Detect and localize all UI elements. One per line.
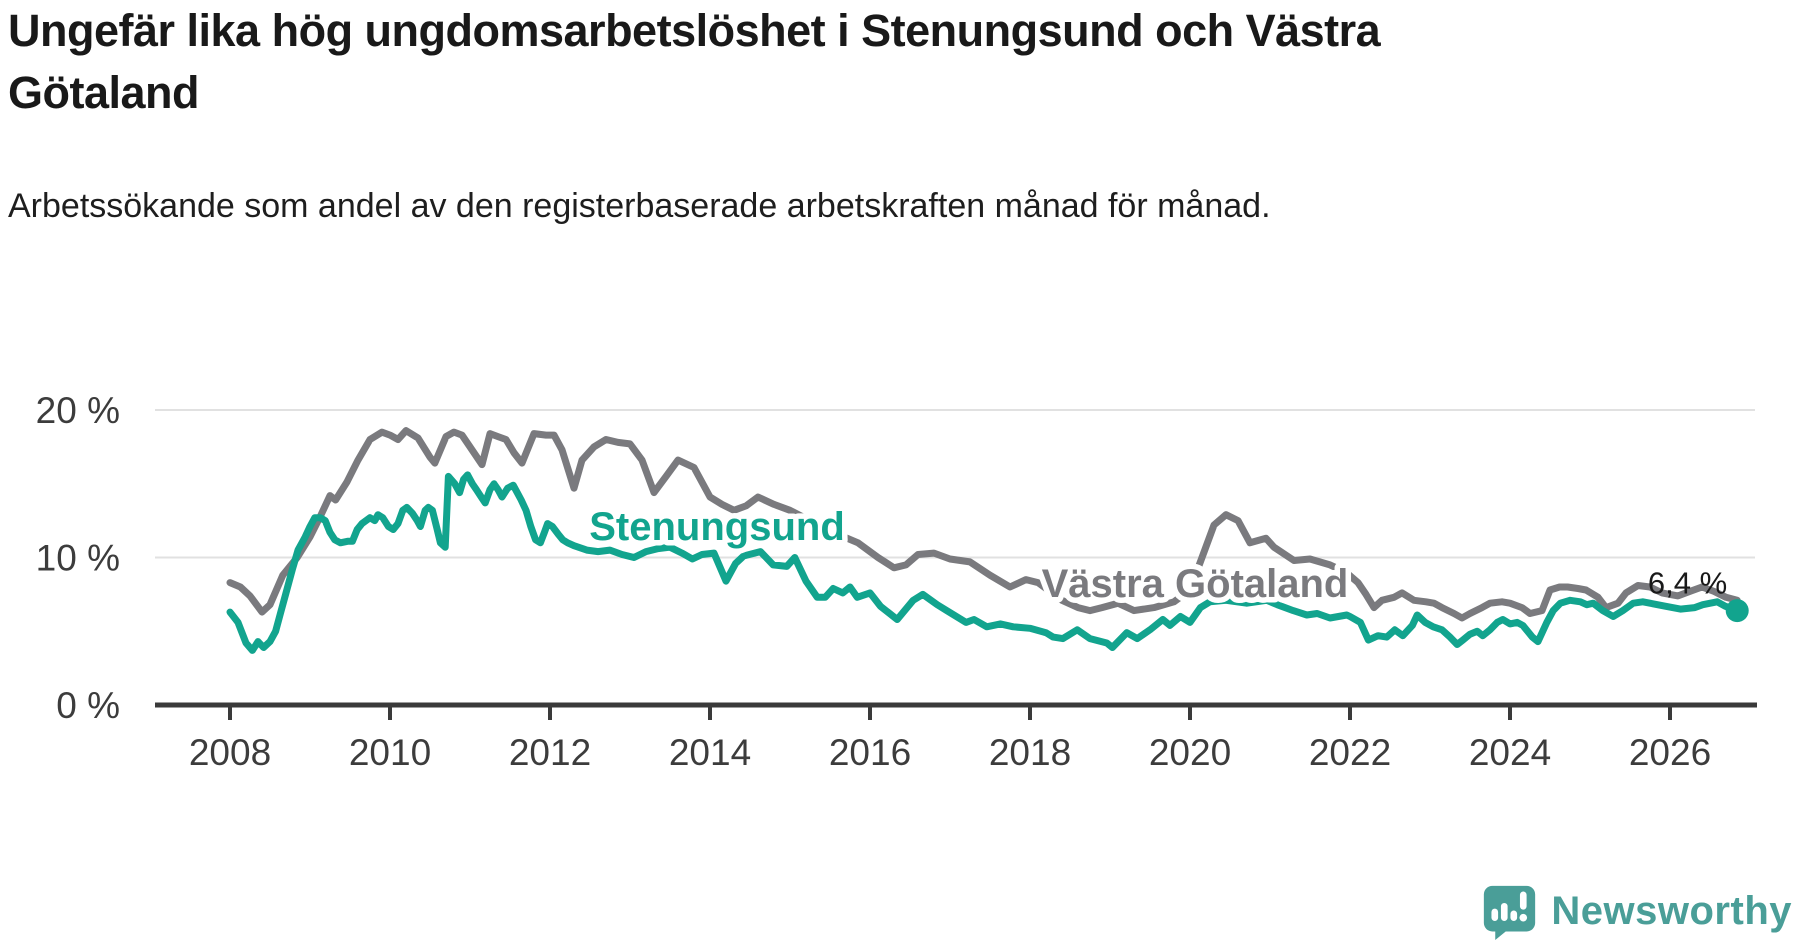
x-axis-label-2014: 2014 — [669, 732, 751, 773]
series-label-vastra-gotaland: Västra Götaland — [1042, 562, 1349, 606]
series-line-vastra-gotaland — [226, 427, 1741, 622]
x-axis-label-2026: 2026 — [1629, 732, 1711, 773]
y-axis-label-10: 10 % — [36, 538, 120, 579]
x-axis-label-2022: 2022 — [1309, 732, 1391, 773]
end-point-dot — [1725, 599, 1749, 623]
newsworthy-logo-icon — [1484, 885, 1536, 940]
series-label-stenungsund: Stenungsund — [589, 505, 845, 549]
y-axis-label-0: 0 % — [56, 685, 120, 726]
x-axis-label-2008: 2008 — [189, 732, 271, 773]
chart-title: Ungefär lika hög ungdomsarbetslöshet i S… — [8, 5, 1381, 118]
newsworthy-logo-text: Newsworthy — [1551, 889, 1792, 933]
chart-subtitle: Arbetssökande som andel av den registerb… — [8, 187, 1271, 225]
newsworthy-logo: Newsworthy — [1481, 883, 1792, 940]
series-line-stenungsund — [226, 471, 1741, 654]
end-value-annotation: 6,4 % — [1648, 566, 1727, 601]
x-axis-label-2012: 2012 — [509, 732, 591, 773]
x-axis-label-2024: 2024 — [1469, 732, 1551, 773]
x-axis-label-2018: 2018 — [989, 732, 1071, 773]
x-axis-label-2020: 2020 — [1149, 732, 1231, 773]
x-axis-label-2010: 2010 — [349, 732, 431, 773]
y-axis-label-20: 20 % — [36, 390, 120, 431]
x-axis-label-2016: 2016 — [829, 732, 911, 773]
